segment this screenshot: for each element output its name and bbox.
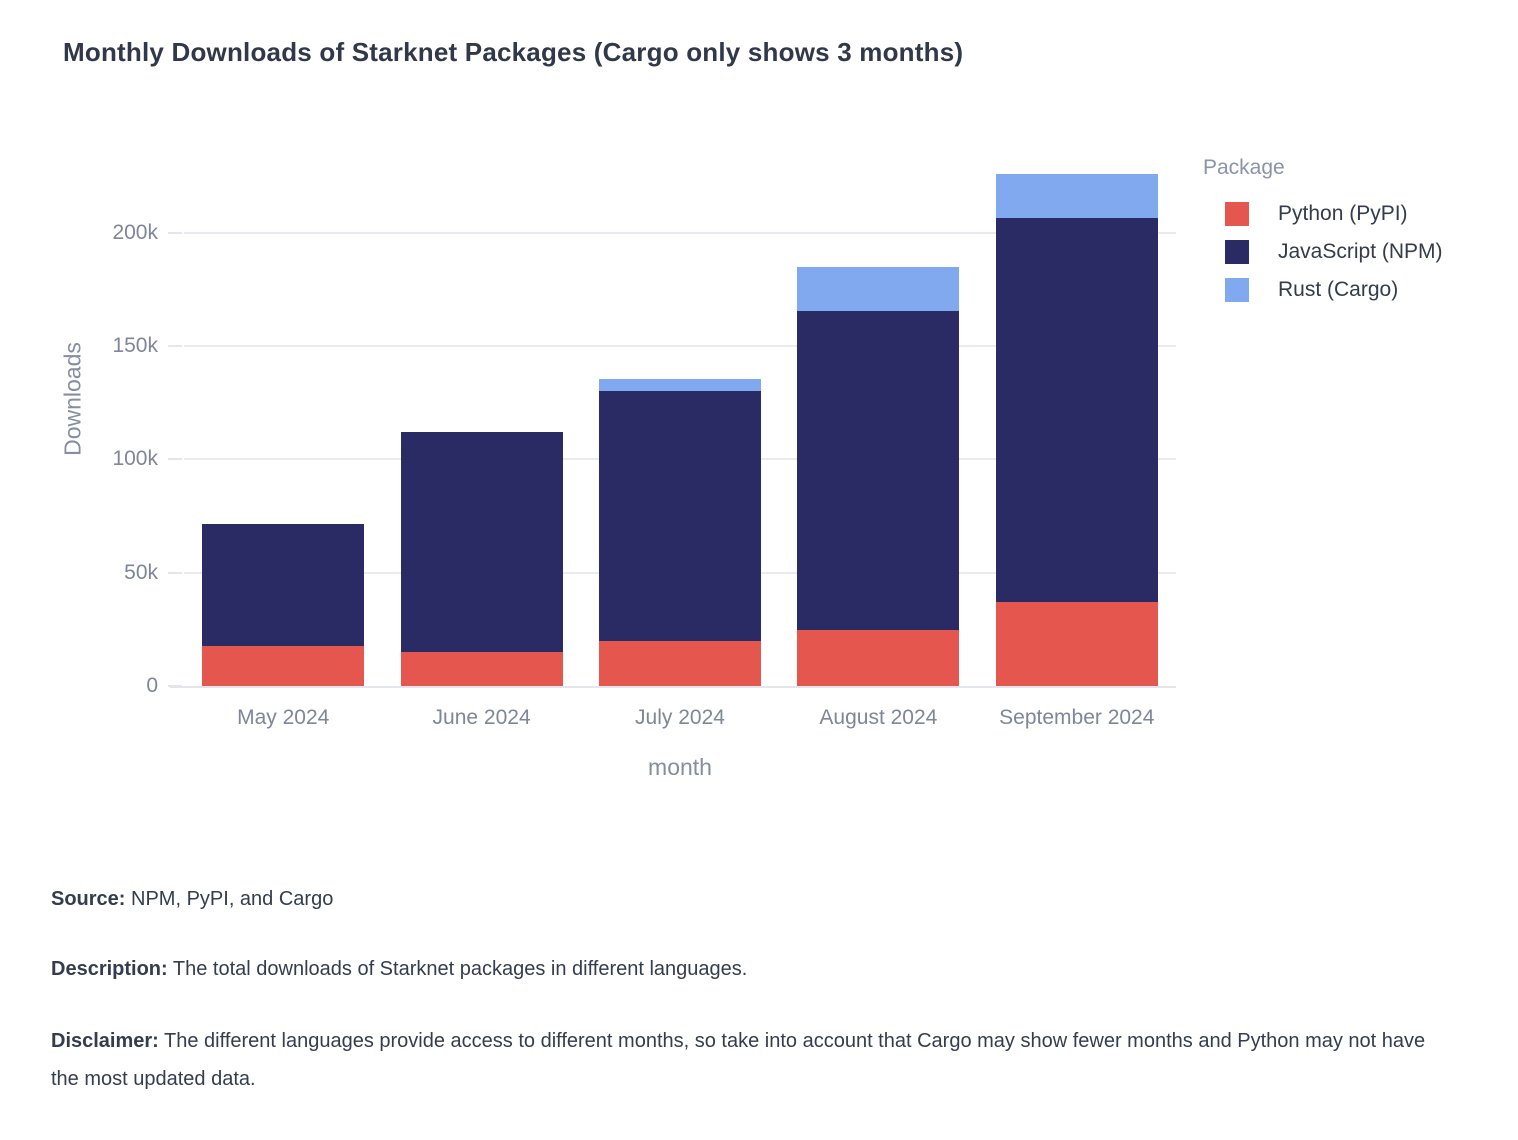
description-text: The total downloads of Starknet packages… bbox=[167, 958, 748, 980]
legend: Package Python (PyPI) JavaScript (NPM) Rus… bbox=[1203, 156, 1503, 309]
x-axis-line bbox=[170, 686, 1176, 688]
disclaimer-label: Disclaimer: bbox=[51, 1030, 159, 1052]
legend-label: Python (PyPI) bbox=[1278, 202, 1408, 225]
legend-items: Python (PyPI) JavaScript (NPM) Rust (Cargo… bbox=[1203, 195, 1503, 309]
bar-segment[interactable] bbox=[599, 378, 761, 392]
gridline bbox=[184, 344, 1176, 347]
gridline bbox=[184, 231, 1176, 234]
x-tick-label: August 2024 bbox=[819, 706, 938, 729]
x-tick-label: July 2024 bbox=[635, 706, 725, 729]
description-label: Description: bbox=[51, 958, 168, 980]
legend-swatch bbox=[1225, 202, 1249, 226]
legend-item[interactable]: JavaScript (NPM) bbox=[1203, 233, 1503, 271]
y-tick-mark bbox=[168, 458, 182, 461]
y-tick-label: 150k bbox=[112, 333, 158, 357]
bar-segment[interactable] bbox=[400, 432, 563, 652]
y-tick-mark bbox=[168, 231, 182, 234]
legend-item[interactable]: Python (PyPI) bbox=[1203, 195, 1503, 233]
legend-swatch bbox=[1225, 278, 1249, 302]
y-tick-label: 50k bbox=[124, 560, 158, 584]
y-tick-mark bbox=[168, 344, 182, 347]
footer-source: Source: NPM, PyPI, and Cargo bbox=[51, 880, 333, 918]
footer-disclaimer: Disclaimer: The different languages prov… bbox=[51, 1022, 1456, 1098]
bar-segment[interactable] bbox=[202, 646, 365, 686]
bar-segment[interactable] bbox=[400, 651, 563, 686]
bar-segment[interactable] bbox=[797, 310, 960, 631]
legend-label: JavaScript (NPM) bbox=[1278, 240, 1443, 263]
legend-swatch bbox=[1225, 240, 1249, 264]
bar-segment[interactable] bbox=[995, 173, 1158, 218]
y-tick-label: 0 bbox=[146, 674, 158, 697]
legend-item[interactable]: Rust (Cargo) bbox=[1203, 271, 1503, 309]
footer-description: Description: The total downloads of Star… bbox=[51, 950, 747, 988]
bar-segment[interactable] bbox=[202, 523, 365, 647]
y-axis-title: Downloads bbox=[59, 342, 86, 456]
x-tick-label: May 2024 bbox=[237, 706, 330, 729]
y-tick-label: 100k bbox=[112, 447, 158, 471]
bar-segment[interactable] bbox=[797, 630, 960, 686]
bar-segment[interactable] bbox=[995, 217, 1158, 603]
legend-label: Rust (Cargo) bbox=[1278, 278, 1399, 301]
x-axis-title: month bbox=[648, 754, 712, 780]
source-text: NPM, PyPI, and Cargo bbox=[125, 888, 334, 910]
disclaimer-text: The different languages provide access t… bbox=[51, 1030, 1426, 1090]
bar-segment[interactable] bbox=[599, 640, 761, 686]
source-label: Source: bbox=[51, 888, 126, 910]
y-tick-mark bbox=[168, 571, 182, 574]
bar-segment[interactable] bbox=[797, 266, 960, 311]
x-tick-label: June 2024 bbox=[432, 706, 531, 729]
bar-segment[interactable] bbox=[995, 602, 1158, 686]
bar-segment[interactable] bbox=[599, 391, 761, 641]
chart-title: Monthly Downloads of Starknet Packages (… bbox=[63, 37, 964, 68]
legend-title: Package bbox=[1203, 156, 1285, 179]
x-tick-label: September 2024 bbox=[999, 706, 1155, 729]
y-tick-label: 200k bbox=[112, 220, 158, 244]
